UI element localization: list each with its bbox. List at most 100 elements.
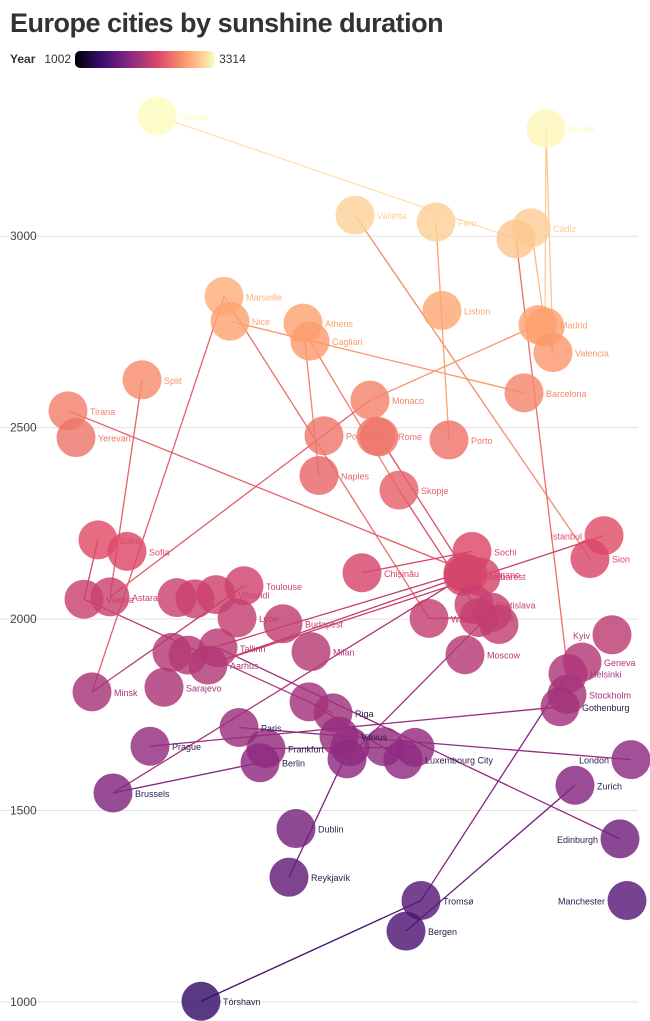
connector-line bbox=[369, 324, 539, 401]
city-bubble bbox=[416, 202, 456, 242]
city-label: Athens bbox=[325, 319, 354, 329]
connector-line bbox=[112, 762, 261, 794]
city-label: Bucharest bbox=[485, 572, 526, 582]
city-label: Zurich bbox=[597, 781, 622, 791]
city-label: Brussels bbox=[135, 789, 170, 799]
city-label: Nice bbox=[252, 317, 270, 327]
y-tick-label: 2500 bbox=[10, 421, 37, 435]
city-label: Frankfurt bbox=[288, 745, 325, 755]
city-label: Toulouse bbox=[266, 582, 302, 592]
city-bubble bbox=[335, 195, 375, 235]
city-label: Rome bbox=[398, 432, 422, 442]
city-label: Sofia bbox=[149, 547, 170, 557]
city-label: Nicosia bbox=[179, 112, 209, 122]
connector-line bbox=[207, 575, 464, 666]
city-bubble bbox=[56, 418, 96, 458]
city-bubble bbox=[175, 579, 215, 619]
city-bubble bbox=[276, 809, 316, 849]
city-bubble bbox=[600, 819, 640, 859]
city-label: Gothenburg bbox=[582, 703, 630, 713]
y-axis-tick-labels: 1000 1500 2000 2500 3000 bbox=[10, 229, 37, 1009]
city-label: Podgorica bbox=[346, 432, 387, 442]
city-label: Niš bbox=[501, 614, 514, 624]
city-label: Marseille bbox=[246, 292, 282, 302]
city-bubble bbox=[401, 881, 441, 921]
city-label: Riga bbox=[355, 709, 374, 719]
city-label: Tallinn bbox=[240, 644, 266, 654]
city-label: Yerevan bbox=[98, 434, 131, 444]
city-label: Moscow bbox=[487, 651, 521, 661]
city-label: Sarajevo bbox=[186, 683, 222, 693]
city-label: Split bbox=[164, 376, 182, 386]
color-legend: Year 1002 3314 bbox=[10, 50, 246, 68]
city-bubble bbox=[342, 553, 382, 593]
city-bubble bbox=[299, 456, 339, 496]
city-label: Barcelona bbox=[546, 389, 587, 399]
city-bubble bbox=[263, 604, 303, 644]
city-bubble bbox=[445, 635, 485, 675]
city-label: Naples bbox=[341, 472, 370, 482]
city-bubble bbox=[479, 604, 519, 644]
city-label: Budapest bbox=[305, 620, 344, 630]
connector-line bbox=[238, 726, 632, 761]
city-bubble bbox=[607, 881, 647, 921]
city-label: Lyon bbox=[259, 614, 278, 624]
city-bubble bbox=[350, 380, 390, 420]
city-bubble bbox=[72, 672, 112, 712]
city-bubble bbox=[217, 598, 257, 638]
city-bubble bbox=[504, 373, 544, 413]
city-bubble bbox=[269, 857, 309, 897]
connector-line bbox=[223, 295, 430, 619]
city-label: Cagliari bbox=[332, 337, 363, 347]
city-bubble bbox=[555, 765, 595, 805]
connector-line bbox=[67, 410, 482, 578]
city-label: Sochi bbox=[494, 547, 517, 557]
city-label: Prague bbox=[172, 742, 201, 752]
city-bubble bbox=[290, 321, 330, 361]
chart-title: Europe cities by sunshine duration bbox=[10, 8, 444, 38]
city-bubble bbox=[611, 740, 650, 780]
connector-line bbox=[309, 340, 400, 491]
city-bubble bbox=[219, 707, 259, 747]
city-label: Chișinău bbox=[384, 569, 419, 579]
city-label: Baku bbox=[120, 536, 141, 546]
city-bubble bbox=[93, 773, 133, 813]
city-label: Tromsø bbox=[443, 897, 474, 907]
city-label: Warsaw bbox=[451, 614, 484, 624]
city-bubble bbox=[240, 743, 280, 783]
city-bubble bbox=[496, 219, 536, 259]
y-tick-label: 2000 bbox=[10, 612, 37, 626]
city-label: Lugano bbox=[490, 570, 520, 580]
city-label: Lisbon bbox=[464, 307, 491, 317]
connector-line bbox=[207, 535, 605, 666]
city-bubble bbox=[533, 333, 573, 373]
connector-line bbox=[229, 320, 525, 394]
city-label: Tirana bbox=[90, 407, 115, 417]
y-tick-label: 1000 bbox=[10, 995, 37, 1009]
city-bubble bbox=[592, 615, 632, 655]
city-label: Bratislava bbox=[496, 601, 536, 611]
city-bubble bbox=[327, 739, 367, 779]
city-bubble bbox=[64, 579, 104, 619]
city-bubble bbox=[291, 632, 331, 672]
city-label: Valletta bbox=[377, 211, 406, 221]
legend-min-label: 1002 bbox=[44, 52, 72, 66]
city-label: Seville bbox=[568, 125, 595, 135]
city-bubble bbox=[122, 360, 162, 400]
city-label: Faro bbox=[458, 218, 477, 228]
city-label: Porto bbox=[471, 436, 493, 446]
connector-line bbox=[156, 115, 517, 240]
city-labels: Nicosia Seville Valletta Faro Cádiz Marseille… bbox=[90, 112, 636, 1007]
city-label: Astara bbox=[132, 593, 158, 603]
city-bubble bbox=[570, 539, 610, 579]
city-bubble bbox=[526, 109, 566, 149]
city-label: Skopje bbox=[421, 486, 449, 496]
city-bubble bbox=[540, 687, 580, 727]
city-bubble bbox=[188, 645, 228, 685]
city-label: Vilsandi bbox=[238, 591, 269, 601]
city-bubble bbox=[289, 682, 329, 722]
city-bubble bbox=[409, 598, 449, 638]
legend-max-label: 3314 bbox=[219, 52, 246, 66]
legend-title: Year bbox=[10, 52, 36, 66]
